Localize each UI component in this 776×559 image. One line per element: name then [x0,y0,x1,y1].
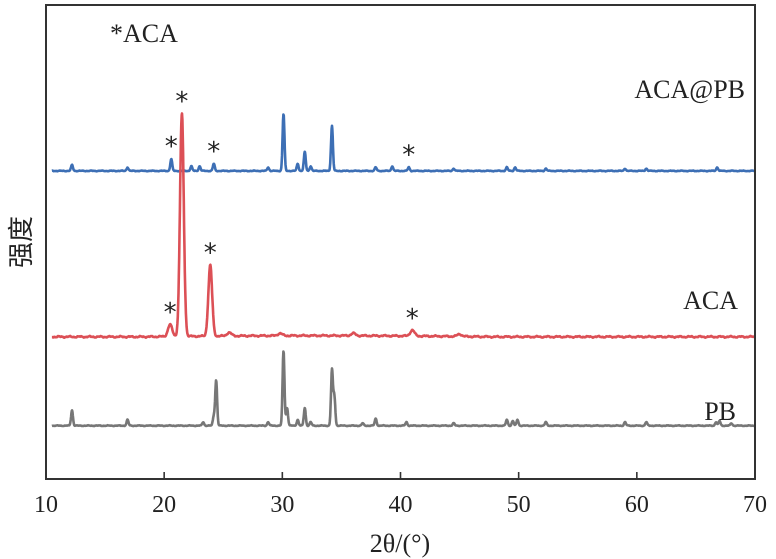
x-tick-label-10: 10 [34,492,58,518]
peak-marker-aca-6: * [406,304,419,334]
series-labels: ACA@PB ACA PB [634,75,745,426]
x-tick-label-20: 20 [152,492,176,518]
series-layer [51,112,756,428]
series-line-aca [51,112,756,339]
peak-marker-aca-pb-5: * [207,137,220,167]
peak-marker-aca-pb-2: * [165,132,178,162]
peak-marker-layer: * * * * * * * [164,87,419,334]
x-axis-ticks: 10 20 30 40 50 60 70 [34,472,767,518]
peak-marker-aca-pb-14: * [402,140,415,170]
series-line-aca-pb [51,113,756,173]
series-label-pb: PB [704,397,736,426]
x-tick-label-40: 40 [389,492,413,518]
x-axis-title: 2θ/(°) [370,529,430,558]
peak-marker-aca-0: * [164,298,177,328]
x-tick-label-30: 30 [270,492,294,518]
marker-legend-note: *ACA [110,19,178,48]
series-line-pb [51,350,756,428]
peak-marker-aca-1: * [175,87,188,117]
y-axis-title: 强度 [7,216,36,268]
x-tick-label-70: 70 [743,492,767,518]
peak-marker-aca-2: * [204,239,217,269]
series-label-aca-pb: ACA@PB [634,75,745,104]
x-tick-label-50: 50 [507,492,531,518]
x-tick-label-60: 60 [625,492,649,518]
series-label-aca: ACA [683,286,738,315]
